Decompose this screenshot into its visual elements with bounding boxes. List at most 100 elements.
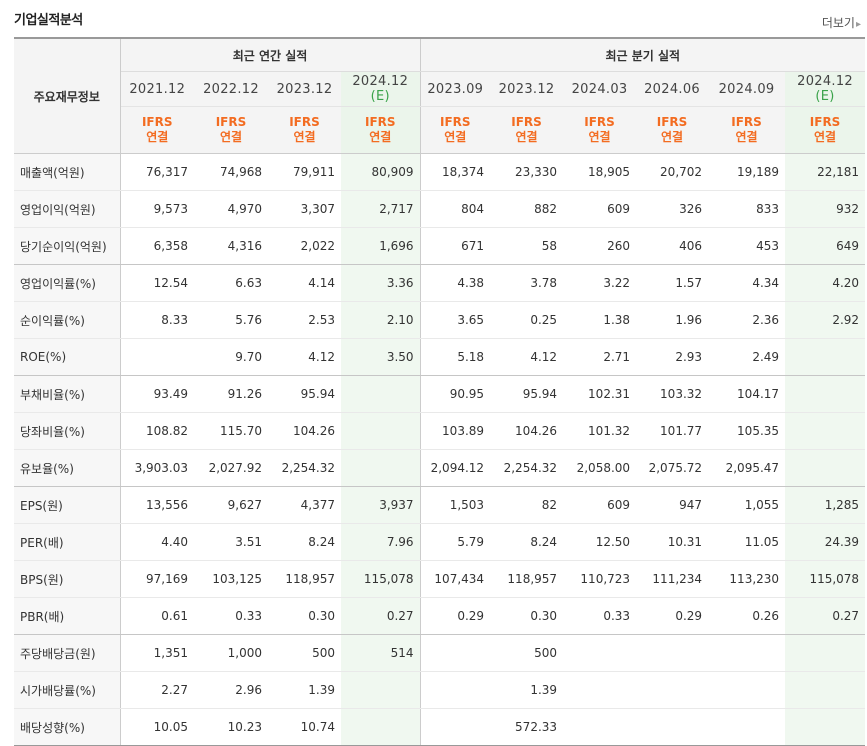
table-cell: 18,905	[563, 153, 637, 191]
annual-group-header: 최근 연간 실적	[120, 37, 421, 72]
label-header: 주요재무정보	[14, 37, 121, 154]
table-cell: 2.36	[708, 301, 786, 339]
table-row: BPS(원) 97,169 103,125 118,957 115,078 107,434…	[14, 560, 866, 598]
period-header: 2021.12	[120, 71, 194, 107]
table-cell: 82	[490, 486, 564, 524]
period-label: 2023.12	[498, 81, 555, 97]
table-cell: 5.18	[419, 338, 491, 376]
table-cell	[785, 375, 866, 413]
period-label: 2023.09	[427, 81, 484, 97]
consolidated-label: 연결	[735, 130, 758, 144]
table-cell	[341, 708, 421, 746]
table-cell	[785, 449, 866, 487]
period-label: 2024.06	[644, 81, 700, 97]
consolidated-label: 연결	[293, 130, 316, 144]
more-link[interactable]: 더보기▸	[822, 14, 861, 31]
table-cell: 102.31	[563, 375, 637, 413]
table-cell: 4,377	[268, 486, 341, 524]
table-cell: 9,573	[120, 190, 194, 228]
table-row: 매출액(억원) 76,317 74,968 79,911 80,909 18,374 23,…	[14, 153, 866, 191]
row-label: 영업이익(억원)	[14, 190, 121, 228]
table-cell: 108.82	[120, 412, 194, 450]
ifrs-basis-header: IFRS 연결	[490, 106, 564, 154]
table-cell: 76,317	[120, 153, 194, 191]
ifrs-label: IFRS	[584, 115, 615, 129]
ifrs-basis-header: IFRS 연결	[341, 106, 421, 154]
table-cell: 0.33	[563, 597, 637, 635]
table-cell: 500	[490, 634, 564, 672]
table-cell: 3.51	[194, 523, 268, 561]
table-cell	[708, 671, 786, 709]
table-cell: 104.17	[708, 375, 786, 413]
table-cell: 2,058.00	[563, 449, 637, 487]
table-cell: 10.74	[268, 708, 341, 746]
table-cell	[341, 671, 421, 709]
table-cell: 2,075.72	[636, 449, 709, 487]
row-label: EPS(원)	[14, 486, 121, 524]
table-cell: 0.29	[419, 597, 491, 635]
table-cell: 3,937	[341, 486, 421, 524]
table-cell	[341, 449, 421, 487]
financial-summary-table: 주요재무정보 최근 연간 실적 최근 분기 실적 2021.12 2022.12 2…	[14, 37, 866, 746]
table-row: 영업이익(억원) 9,573 4,970 3,307 2,717 804 882 609 326…	[14, 190, 866, 228]
table-row: 영업이익률(%) 12.54 6.63 4.14 3.36 4.38 3.78 3.22 1.5…	[14, 264, 866, 302]
chevron-right-icon: ▸	[855, 19, 861, 30]
table-cell: 2,094.12	[419, 449, 491, 487]
table-cell: 4.38	[419, 264, 491, 302]
table-cell: 804	[419, 190, 491, 228]
table-cell: 13,556	[120, 486, 194, 524]
period-label: 2024.03	[571, 81, 628, 97]
table-cell: 115.70	[194, 412, 268, 450]
table-cell	[563, 634, 637, 672]
table-cell: 22,181	[785, 153, 866, 191]
table-cell	[419, 671, 491, 709]
table-cell: 1,503	[419, 486, 491, 524]
table-cell: 103.89	[419, 412, 491, 450]
ifrs-basis-header: IFRS 연결	[785, 106, 866, 154]
table-cell: 8.24	[268, 523, 341, 561]
period-header: 2023.12	[490, 71, 564, 107]
period-header: 2022.12	[194, 71, 268, 107]
table-cell: 10.05	[120, 708, 194, 746]
period-header: 2024.12 (E)	[341, 71, 421, 107]
period-header: 2024.06	[636, 71, 709, 107]
table-cell: 500	[268, 634, 341, 672]
table-row: 유보율(%) 3,903.03 2,027.92 2,254.32 2,094.12 2,…	[14, 449, 866, 487]
table-cell: 1,285	[785, 486, 866, 524]
table-cell: 0.29	[636, 597, 709, 635]
consolidated-label: 연결	[146, 130, 169, 144]
consolidated-label: 연결	[661, 130, 684, 144]
row-label: 유보율(%)	[14, 449, 121, 487]
table-cell: 10.23	[194, 708, 268, 746]
row-label: 시가배당률(%)	[14, 671, 121, 709]
table-cell: 2.92	[785, 301, 866, 339]
table-cell: 118,957	[268, 560, 341, 598]
table-cell: 24.39	[785, 523, 866, 561]
ifrs-label: IFRS	[440, 115, 471, 129]
table-cell: 1.39	[490, 671, 564, 709]
table-cell: 93.49	[120, 375, 194, 413]
ifrs-label: IFRS	[289, 115, 320, 129]
ifrs-basis-header: IFRS 연결	[194, 106, 268, 154]
table-cell	[708, 708, 786, 746]
table-cell	[419, 708, 491, 746]
table-cell: 260	[563, 227, 637, 265]
table-cell: 58	[490, 227, 564, 265]
table-cell: 4,970	[194, 190, 268, 228]
table-cell: 115,078	[785, 560, 866, 598]
table-cell: 91.26	[194, 375, 268, 413]
consolidated-label: 연결	[369, 130, 392, 144]
table-cell: 4.14	[268, 264, 341, 302]
table-cell: 2,254.32	[490, 449, 564, 487]
table-cell: 2.10	[341, 301, 421, 339]
table-cell: 4.34	[708, 264, 786, 302]
table-cell: 6.63	[194, 264, 268, 302]
table-cell: 1,000	[194, 634, 268, 672]
ifrs-label: IFRS	[141, 115, 173, 129]
period-label: 2022.12	[203, 81, 259, 97]
table-cell: 1.38	[563, 301, 637, 339]
table-cell: 4.20	[785, 264, 866, 302]
table-cell	[785, 338, 866, 376]
table-row: ROE(%) 9.70 4.12 3.50 5.18 4.12 2.71 2.93 2.49	[14, 338, 866, 376]
table-cell: 3.36	[341, 264, 421, 302]
